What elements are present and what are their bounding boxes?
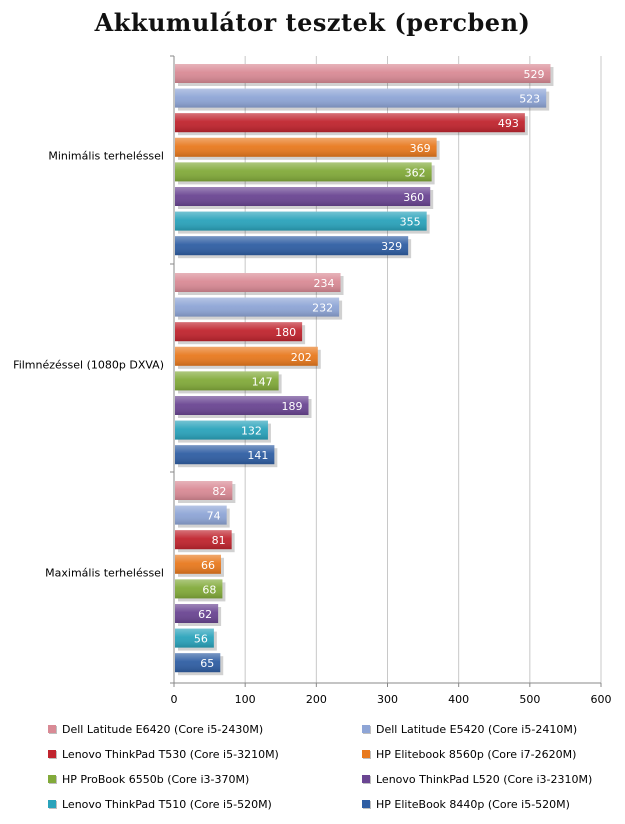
legend-swatch [362,775,370,783]
legend-item: Lenovo ThinkPad L520 (Core i3-2310M) [362,772,608,786]
legend-swatch [362,750,370,758]
bar-highlight [175,481,233,500]
bar-highlight [175,554,221,574]
bar-highlight [175,211,427,231]
legend-label: Lenovo ThinkPad T510 (Core i5-520M) [62,797,272,811]
legend-swatch [48,800,56,808]
category-label: Minimális terheléssel [48,149,164,162]
legend-label: HP EliteBook 8440p (Core i5-520M) [376,797,570,811]
bar-value-label: 329 [381,240,402,253]
legend-label: Lenovo ThinkPad T530 (Core i5-3210M) [62,747,279,761]
bar-value-label: 66 [201,559,215,572]
legend-item: HP ProBook 6550b (Core i3-370M) [48,772,362,786]
legend-item: Lenovo ThinkPad T530 (Core i5-3210M) [48,747,362,761]
bar-chart: 0 100 200 300 400 500 600 Minimális terhelésse… [13,55,612,706]
x-tick-label: 400 [448,693,469,706]
legend-label: Dell Latitude E5420 (Core i5-2410M) [376,722,578,736]
bar-value-label: 234 [314,277,335,290]
gridlines [244,56,602,683]
legend-swatch [48,725,56,733]
chart-title: Akkumulátor tesztek (percben) [94,8,531,37]
bar-value-label: 202 [291,351,312,364]
legend: Dell Latitude E6420 (Core i5-2430M) Dell … [48,722,608,811]
legend-item: HP EliteBook 8440p (Core i5-520M) [362,797,608,811]
bar-value-label: 68 [202,583,216,596]
bar-highlight [175,653,221,673]
bar-value-label: 141 [247,449,268,462]
bars [175,64,554,676]
bar-highlight [175,162,432,182]
bar-value-label: 523 [519,93,540,106]
bar-highlight [175,579,223,599]
bar-value-label: 65 [200,657,214,670]
bar-value-label: 81 [212,534,226,547]
bar-value-label: 180 [275,326,296,339]
legend-item: Lenovo ThinkPad T510 (Core i5-520M) [48,797,362,811]
bar-highlight [175,346,318,366]
x-tick-label: 100 [235,693,256,706]
bar-highlight [175,113,525,133]
legend-item: Dell Latitude E6420 (Core i5-2430M) [48,722,362,736]
bar-value-label: 360 [403,191,424,204]
bar-value-label: 56 [194,633,208,646]
bar-value-label: 529 [523,68,544,81]
bar-value-label: 355 [400,216,421,229]
bar-value-label: 147 [252,375,273,388]
bar-value-label: 189 [282,400,303,413]
bar-value-label: 232 [312,302,333,315]
bar-value-label: 369 [410,142,431,155]
bar-highlight [175,628,214,648]
bar-value-label: 362 [405,166,426,179]
legend-label: HP ProBook 6550b (Core i3-370M) [62,772,250,786]
bar-value-label: 132 [241,425,262,438]
bar-highlight [175,396,309,415]
bar-value-label: 62 [198,608,212,621]
legend-swatch [362,725,370,733]
bar-highlight [175,505,227,525]
bar-highlight [175,445,275,465]
legend-item: HP Elitebook 8560p (Core i7-2620M) [362,747,608,761]
bar-value-label: 74 [207,510,221,523]
legend-swatch [48,775,56,783]
bar-value-label: 493 [498,117,519,130]
bar-value-label: 82 [212,485,226,498]
legend-swatch [362,800,370,808]
bar-highlight [175,236,409,256]
bar-highlight [175,322,303,342]
bar-highlight [175,64,551,83]
legend-item: Dell Latitude E5420 (Core i5-2410M) [362,722,608,736]
bar-highlight [175,297,340,317]
bar-highlight [175,530,232,550]
bar-highlight [175,187,431,206]
x-tick-label: 500 [519,693,540,706]
bar-highlight [175,137,437,157]
category-label: Maximális terheléssel [45,566,164,579]
x-tick-label: 0 [171,693,178,706]
bar-highlight [175,371,279,391]
legend-label: Dell Latitude E6420 (Core i5-2430M) [62,722,264,736]
category-label: Filmnézéssel (1080p DXVA) [13,358,164,371]
bar-highlight [175,88,547,108]
legend-label: HP Elitebook 8560p (Core i7-2620M) [376,747,577,761]
x-tick-label: 200 [306,693,327,706]
bar-highlight [175,273,341,292]
legend-label: Lenovo ThinkPad L520 (Core i3-2310M) [376,772,593,786]
legend-swatch [48,750,56,758]
x-tick-label: 300 [377,693,398,706]
bar-highlight [175,420,268,440]
labels: Minimális terheléssel Filmnézéssel (1080p… [13,68,544,670]
x-tick-label: 600 [591,693,612,706]
bar-highlight [175,604,219,623]
axes: 0 100 200 300 400 500 600 [170,55,612,706]
